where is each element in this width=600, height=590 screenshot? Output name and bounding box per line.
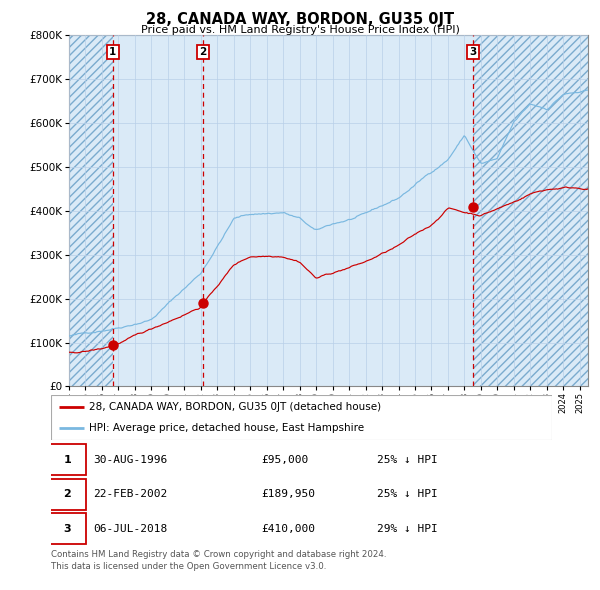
- Text: 28, CANADA WAY, BORDON, GU35 0JT: 28, CANADA WAY, BORDON, GU35 0JT: [146, 12, 454, 27]
- FancyBboxPatch shape: [49, 513, 86, 544]
- Text: Contains HM Land Registry data © Crown copyright and database right 2024.: Contains HM Land Registry data © Crown c…: [51, 550, 386, 559]
- Text: 29% ↓ HPI: 29% ↓ HPI: [377, 523, 437, 533]
- Text: This data is licensed under the Open Government Licence v3.0.: This data is licensed under the Open Gov…: [51, 562, 326, 571]
- Text: 2: 2: [199, 47, 207, 57]
- Text: 22-FEB-2002: 22-FEB-2002: [94, 489, 168, 499]
- Text: 28, CANADA WAY, BORDON, GU35 0JT (detached house): 28, CANADA WAY, BORDON, GU35 0JT (detach…: [89, 402, 381, 412]
- Text: Price paid vs. HM Land Registry's House Price Index (HPI): Price paid vs. HM Land Registry's House …: [140, 25, 460, 35]
- Text: £410,000: £410,000: [262, 523, 316, 533]
- Bar: [473, 35, 588, 386]
- Text: 25% ↓ HPI: 25% ↓ HPI: [377, 455, 437, 465]
- Text: HPI: Average price, detached house, East Hampshire: HPI: Average price, detached house, East…: [89, 422, 364, 432]
- FancyBboxPatch shape: [49, 444, 86, 475]
- Text: 25% ↓ HPI: 25% ↓ HPI: [377, 489, 437, 499]
- FancyBboxPatch shape: [49, 478, 86, 510]
- Text: £95,000: £95,000: [262, 455, 308, 465]
- Bar: [69, 35, 113, 386]
- Text: £189,950: £189,950: [262, 489, 316, 499]
- Text: 30-AUG-1996: 30-AUG-1996: [94, 455, 168, 465]
- Text: 1: 1: [109, 47, 116, 57]
- Text: 3: 3: [64, 523, 71, 533]
- Text: 1: 1: [64, 455, 71, 465]
- Text: 06-JUL-2018: 06-JUL-2018: [94, 523, 168, 533]
- Text: 2: 2: [64, 489, 71, 499]
- Text: 3: 3: [469, 47, 476, 57]
